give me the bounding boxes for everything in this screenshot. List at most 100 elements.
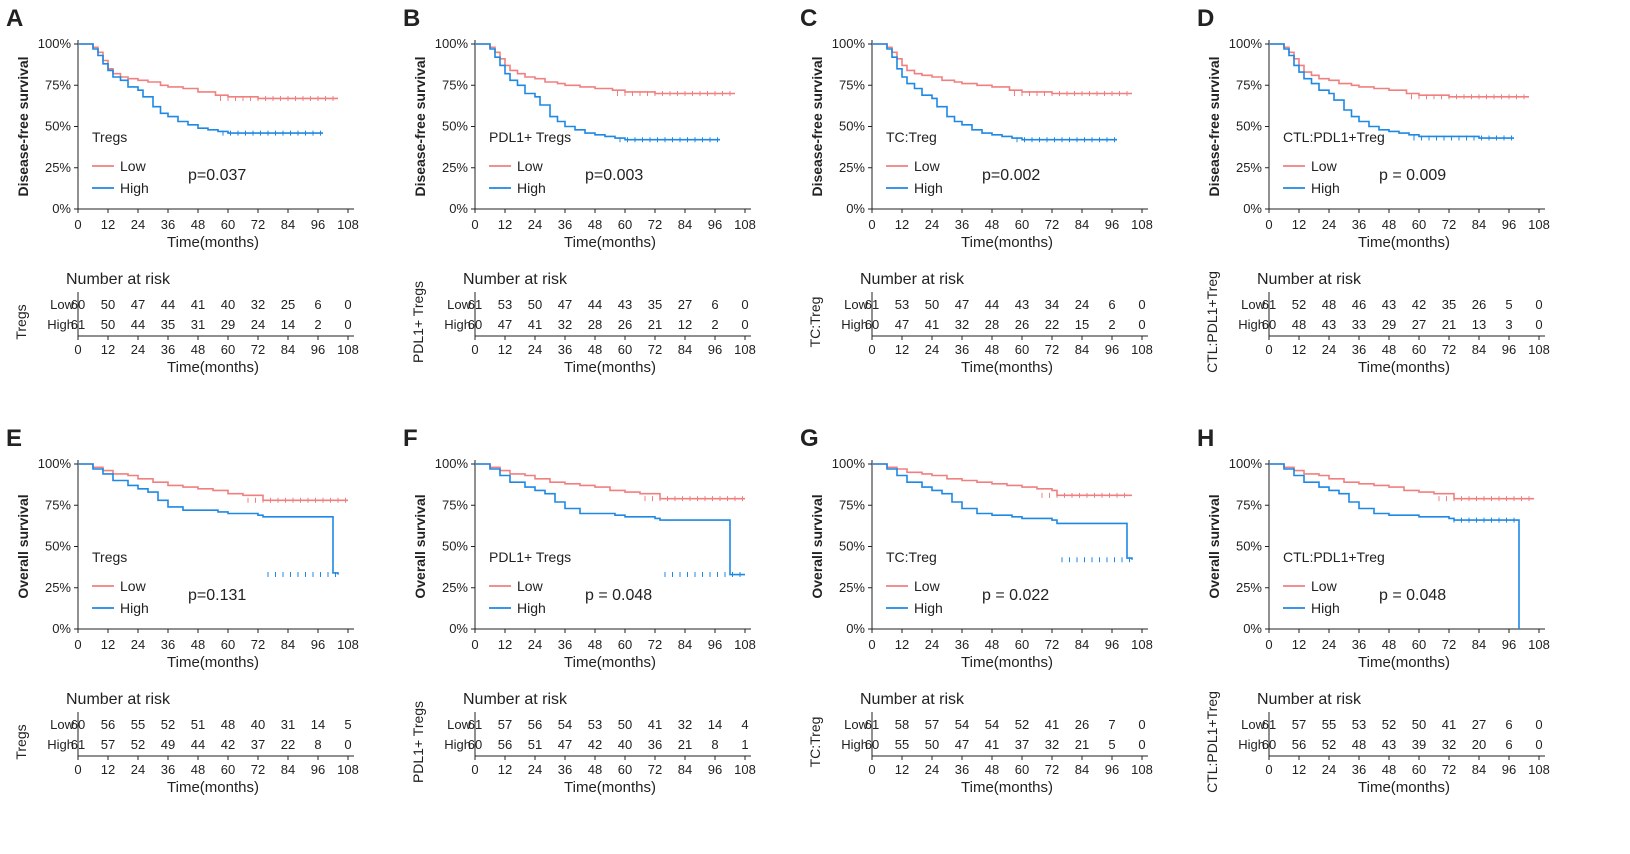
risk-count-high: 28: [985, 317, 999, 332]
y-tick-label: 0%: [52, 201, 71, 216]
risk-count-high: 60: [1262, 737, 1276, 752]
risk-x-tick-label: 48: [191, 342, 205, 357]
risk-x-tick-label: 12: [895, 762, 909, 777]
y-tick-label: 50%: [1236, 539, 1262, 554]
risk-x-tick-label: 36: [1352, 342, 1366, 357]
risk-y-label: Tregs: [13, 724, 29, 759]
x-tick-label: 84: [1472, 637, 1486, 652]
x-tick-label: 72: [251, 637, 265, 652]
risk-x-tick-label: 48: [588, 342, 602, 357]
legend-title: TC:Treg: [886, 129, 937, 145]
risk-x-tick-label: 96: [1105, 342, 1119, 357]
x-tick-label: 24: [1322, 217, 1336, 232]
panel-b: B Disease-free survival 0% 25% 50% 75% 100% 0 12…: [403, 5, 756, 376]
risk-x-tick-label: 0: [868, 342, 875, 357]
risk-count-high: 47: [955, 737, 969, 752]
km-curve-high: [475, 463, 745, 576]
risk-count-low: 5: [344, 717, 351, 732]
y-tick-label: 75%: [442, 497, 468, 512]
panel-letter: E: [6, 425, 22, 452]
panel-a: A Disease-free survival 0% 25% 50% 75% 100% 0 12…: [6, 5, 359, 376]
risk-x-tick-label: 12: [1292, 762, 1306, 777]
km-curve-low: [1269, 43, 1529, 98]
risk-x-tick-label: 108: [337, 342, 359, 357]
legend-label-low: Low: [1311, 158, 1338, 174]
x-tick-label: 84: [678, 637, 692, 652]
x-axis-label: Time(months): [564, 234, 656, 251]
risk-count-low: 43: [618, 297, 632, 312]
risk-x-tick-label: 96: [1502, 762, 1516, 777]
x-tick-label: 12: [498, 637, 512, 652]
risk-x-tick-label: 12: [101, 762, 115, 777]
risk-count-low: 61: [1262, 717, 1276, 732]
y-tick-label: 100%: [38, 36, 72, 51]
x-tick-label: 72: [1045, 217, 1059, 232]
x-axis-label: Time(months): [167, 654, 259, 671]
risk-x-axis-label: Time(months): [961, 359, 1053, 376]
risk-count-low: 54: [955, 717, 969, 732]
risk-count-low: 47: [955, 297, 969, 312]
risk-count-high: 0: [741, 317, 748, 332]
y-tick-label: 100%: [435, 456, 469, 471]
risk-count-high: 8: [314, 737, 321, 752]
y-tick-label: 0%: [1243, 201, 1262, 216]
x-tick-label: 0: [471, 217, 478, 232]
legend-label-low: Low: [1311, 578, 1338, 594]
risk-count-high: 41: [925, 317, 939, 332]
risk-count-high: 8: [711, 737, 718, 752]
x-tick-label: 84: [1075, 637, 1089, 652]
x-tick-label: 96: [1105, 637, 1119, 652]
risk-count-high: 44: [131, 317, 145, 332]
x-tick-label: 72: [1442, 637, 1456, 652]
risk-count-low: 54: [558, 717, 572, 732]
risk-count-high: 37: [1015, 737, 1029, 752]
panel-letter: F: [403, 425, 418, 452]
km-curve-low: [872, 43, 1132, 95]
x-tick-label: 108: [1528, 217, 1550, 232]
x-tick-label: 108: [734, 637, 756, 652]
x-tick-label: 72: [1442, 217, 1456, 232]
risk-count-high: 39: [1412, 737, 1426, 752]
risk-count-high: 32: [955, 317, 969, 332]
risk-count-low: 26: [1075, 717, 1089, 732]
legend-title: TC:Treg: [886, 549, 937, 565]
risk-count-low: 56: [528, 717, 542, 732]
x-tick-label: 36: [955, 217, 969, 232]
risk-y-label: PDL1+ Tregs: [410, 701, 426, 783]
risk-x-tick-label: 48: [588, 762, 602, 777]
risk-count-low: 57: [1292, 717, 1306, 732]
x-tick-label: 12: [895, 217, 909, 232]
risk-count-high: 49: [161, 737, 175, 752]
x-tick-label: 12: [101, 217, 115, 232]
risk-table-title: Number at risk: [1257, 691, 1362, 708]
y-tick-label: 50%: [839, 539, 865, 554]
risk-y-label: Tregs: [13, 304, 29, 339]
risk-row-label-high: High: [1238, 737, 1265, 752]
y-tick-label: 50%: [442, 119, 468, 134]
risk-count-low: 41: [648, 717, 662, 732]
x-tick-label: 108: [337, 637, 359, 652]
x-axis-label: Time(months): [961, 654, 1053, 671]
risk-x-tick-label: 0: [74, 342, 81, 357]
risk-x-tick-label: 72: [648, 342, 662, 357]
risk-count-low: 27: [678, 297, 692, 312]
panel-letter: C: [800, 5, 817, 32]
y-tick-label: 50%: [45, 119, 71, 134]
risk-x-tick-label: 12: [498, 342, 512, 357]
legend-title: CTL:PDL1+Treg: [1283, 549, 1385, 565]
risk-count-low: 6: [314, 297, 321, 312]
risk-count-low: 25: [281, 297, 295, 312]
risk-table-title: Number at risk: [463, 271, 568, 288]
km-curve-low: [475, 463, 745, 500]
risk-x-axis-label: Time(months): [961, 779, 1053, 796]
risk-count-high: 35: [161, 317, 175, 332]
x-tick-label: 24: [1322, 637, 1336, 652]
x-tick-label: 48: [191, 217, 205, 232]
panel-c: C Disease-free survival 0% 25% 50% 75% 100% 0 12…: [800, 5, 1153, 376]
x-tick-label: 0: [868, 217, 875, 232]
risk-x-tick-label: 84: [1075, 762, 1089, 777]
risk-count-low: 61: [468, 297, 482, 312]
risk-count-low: 52: [1292, 297, 1306, 312]
risk-row-label-low: Low: [447, 717, 471, 732]
risk-count-low: 61: [468, 717, 482, 732]
